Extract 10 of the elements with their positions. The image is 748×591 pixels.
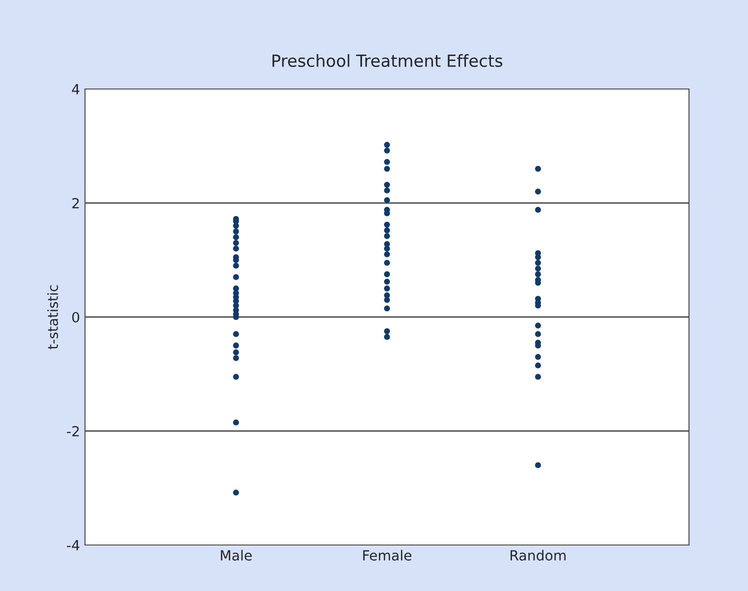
x-tick-label: Male (220, 550, 252, 561)
x-tick-label: Random (510, 550, 566, 561)
y-tick-label: 2 (72, 198, 79, 208)
chart-title: Preschool Treatment Effects (272, 54, 502, 68)
y-axis-title: t-statistic (47, 285, 58, 350)
y-tick-label: 4 (72, 84, 80, 94)
x-tick-label: Female (363, 550, 412, 561)
y-tick-label: -2 (66, 426, 79, 436)
y-tick-label: -4 (66, 540, 80, 550)
y-tick-label: 0 (72, 312, 80, 322)
